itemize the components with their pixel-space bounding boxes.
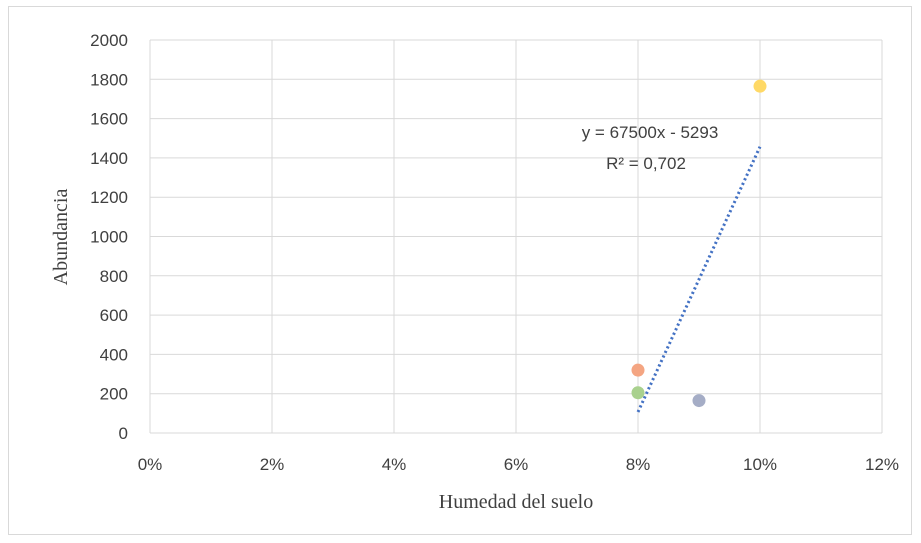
x-tick-label: 4% xyxy=(382,455,407,474)
x-tick-labels: 0% 2% 4% 6% 8% 10% 12% xyxy=(138,455,899,474)
y-tick-label: 600 xyxy=(100,306,128,325)
y-tick-label: 2000 xyxy=(90,31,128,50)
y-tick-label: 800 xyxy=(100,267,128,286)
y-tick-label: 1400 xyxy=(90,149,128,168)
data-point xyxy=(753,79,767,93)
y-tick-labels: 0 200 400 600 800 1000 1200 1400 1600 1800 2000 xyxy=(90,31,128,443)
data-point xyxy=(692,394,706,408)
y-tick-label: 0 xyxy=(119,424,128,443)
y-tick-label: 1000 xyxy=(90,228,128,247)
x-tick-label: 0% xyxy=(138,455,163,474)
y-tick-label: 1800 xyxy=(90,70,128,89)
trendline xyxy=(636,146,762,413)
y-tick-label: 1200 xyxy=(90,188,128,207)
x-tick-label: 6% xyxy=(504,455,529,474)
y-tick-label: 200 xyxy=(100,385,128,404)
chart-area xyxy=(8,6,912,535)
x-tick-label: 8% xyxy=(626,455,651,474)
x-axis-title: Humedad del suelo xyxy=(439,491,593,513)
y-tick-label: 1600 xyxy=(90,110,128,129)
data-point xyxy=(631,363,645,377)
y-axis-title: Abundancia xyxy=(50,189,72,286)
trendline-equation: y = 67500x - 5293 xyxy=(582,123,719,142)
y-tick-label: 400 xyxy=(100,345,128,364)
data-point xyxy=(631,386,645,400)
x-tick-label: 2% xyxy=(260,455,285,474)
x-tick-label: 10% xyxy=(743,455,777,474)
trendline-group xyxy=(636,146,762,413)
data-points xyxy=(631,79,767,408)
gridlines xyxy=(149,39,883,434)
trendline-r-squared: R² = 0,702 xyxy=(606,154,686,173)
x-tick-label: 12% xyxy=(865,455,899,474)
